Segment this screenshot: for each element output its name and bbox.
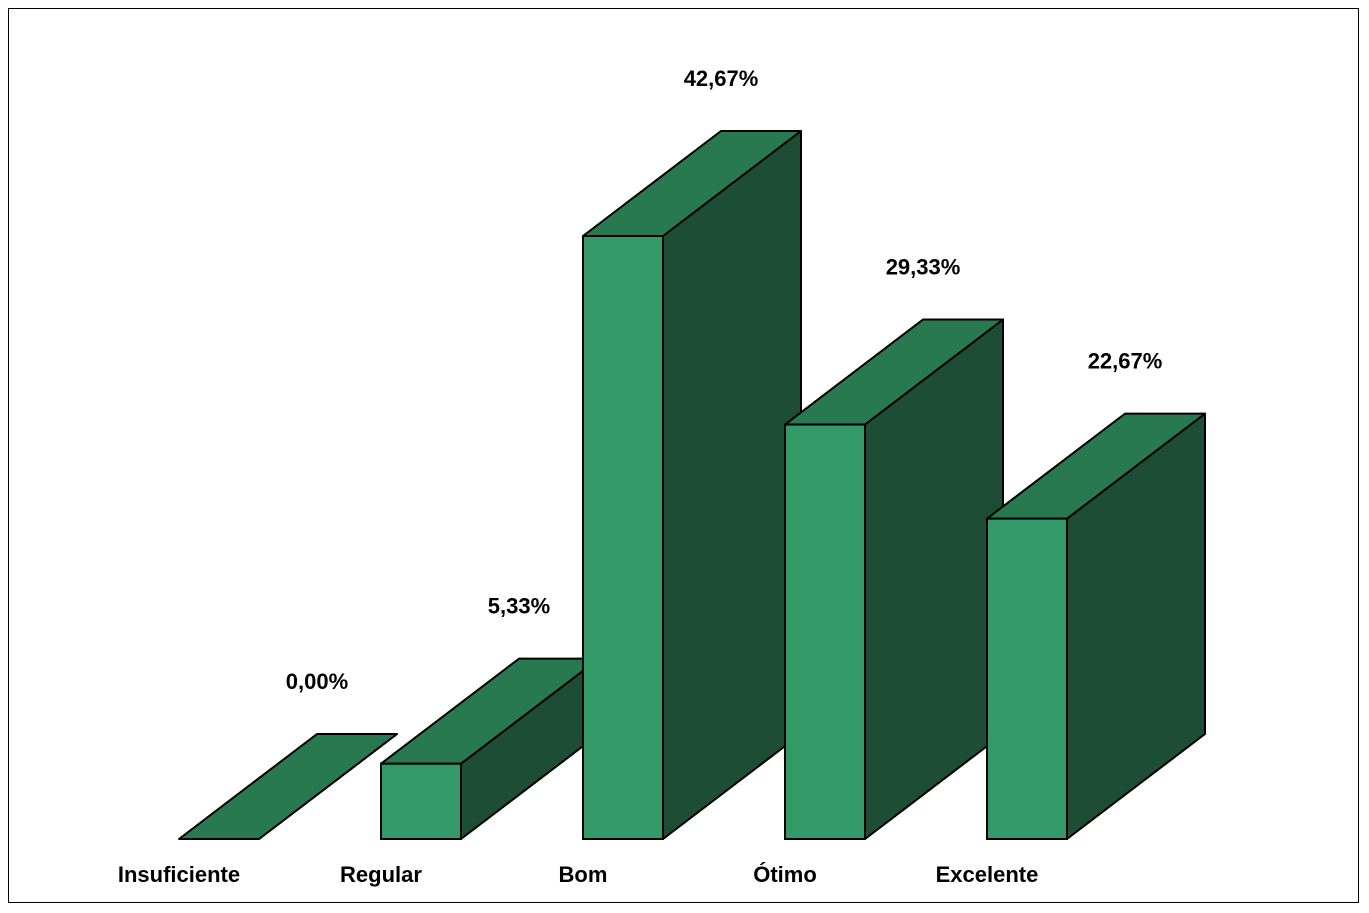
category-label-insuficiente: Insuficiente — [118, 862, 240, 887]
bar-chart: 0,00% Insuficiente 5,33% Regular 42,67% Bom 29… — [118, 66, 1206, 887]
bar-bom — [582, 130, 802, 840]
value-label-excelente: 22,67% — [1088, 349, 1163, 374]
bar-regular — [380, 657, 600, 840]
category-label-excelente: Excelente — [936, 862, 1039, 887]
bar-insuficiente — [178, 733, 398, 840]
value-label-regular: 5,33% — [488, 594, 550, 619]
value-label-bom: 42,67% — [684, 66, 759, 91]
category-label-regular: Regular — [340, 862, 422, 887]
bar-excelente — [986, 412, 1206, 840]
category-label-bom: Bom — [559, 862, 608, 887]
chart-frame: 0,00% Insuficiente 5,33% Regular 42,67% Bom 29… — [8, 8, 1359, 903]
bars-layer — [178, 130, 1206, 840]
bar-otimo — [784, 318, 1004, 840]
bar-top-insuficiente — [178, 733, 398, 840]
bar-front-bom — [582, 235, 664, 840]
bar-side-bom — [662, 130, 802, 840]
category-label-otimo: Ótimo — [753, 862, 817, 887]
labels-layer: 0,00% Insuficiente 5,33% Regular 42,67% Bom 29… — [118, 66, 1162, 887]
bar-front-excelente — [986, 517, 1068, 840]
value-label-otimo: 29,33% — [886, 255, 961, 280]
bar-front-otimo — [784, 423, 866, 840]
bar-front-regular — [380, 762, 462, 840]
value-label-insuficiente: 0,00% — [286, 669, 348, 694]
